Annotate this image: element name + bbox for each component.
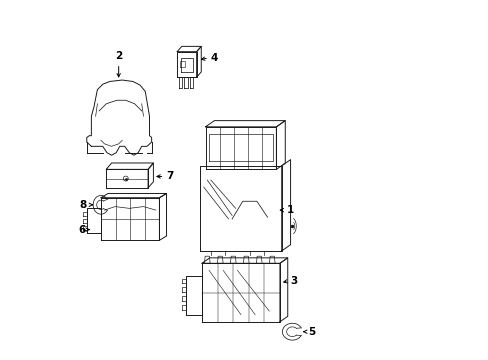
Text: 7: 7 bbox=[166, 171, 174, 181]
Text: 2: 2 bbox=[115, 51, 122, 61]
Text: 3: 3 bbox=[290, 276, 297, 286]
Text: 4: 4 bbox=[210, 53, 218, 63]
Text: 6: 6 bbox=[79, 225, 86, 235]
Text: 1: 1 bbox=[286, 205, 294, 215]
Text: 8: 8 bbox=[80, 200, 86, 210]
Text: 5: 5 bbox=[307, 327, 315, 337]
